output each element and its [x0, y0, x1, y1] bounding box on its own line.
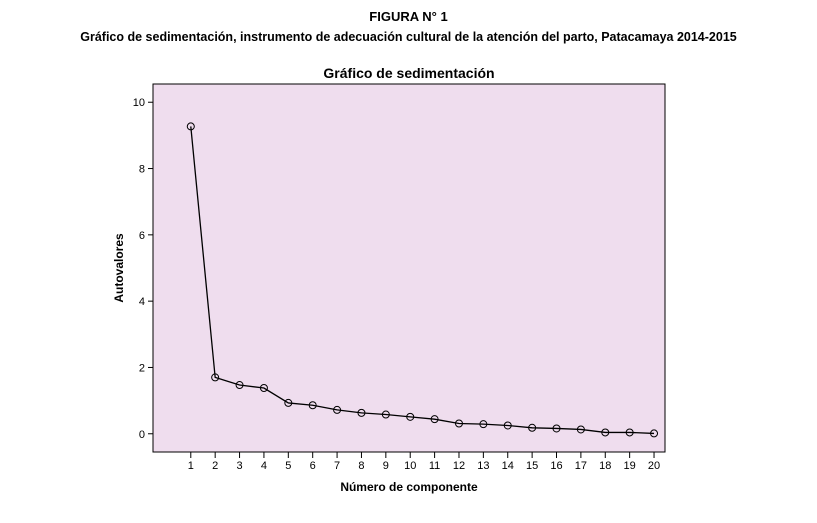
x-tick-label: 3	[236, 460, 242, 472]
y-tick-label: 0	[139, 429, 145, 441]
data-point	[601, 428, 610, 437]
data-point	[406, 412, 415, 421]
x-tick-label: 9	[383, 460, 389, 472]
data-point	[528, 423, 537, 432]
data-point	[308, 401, 317, 410]
x-tick-label: 10	[404, 460, 416, 472]
data-point	[625, 428, 634, 437]
x-tick-label: 17	[575, 460, 587, 472]
chart-title: Gráfico de sedimentación	[323, 65, 494, 81]
data-point	[235, 381, 244, 390]
plot-area	[152, 83, 666, 453]
x-tick-label: 19	[624, 460, 636, 472]
data-point	[186, 122, 195, 131]
data-point	[259, 384, 268, 393]
data-point	[552, 424, 561, 433]
data-point	[479, 420, 488, 429]
y-tick-label: 2	[139, 362, 145, 374]
x-tick-label: 2	[212, 460, 218, 472]
x-tick-label: 12	[453, 460, 465, 472]
x-tick-label: 1	[188, 460, 194, 472]
data-point	[454, 419, 463, 428]
x-tick-label: 4	[261, 460, 267, 472]
x-tick-label: 13	[477, 460, 489, 472]
x-tick-label: 16	[550, 460, 562, 472]
data-point	[430, 415, 439, 424]
x-tick-label: 6	[310, 460, 316, 472]
data-point	[381, 410, 390, 419]
y-tick-label: 6	[139, 230, 145, 242]
x-axis-label: Número de componente	[340, 480, 478, 494]
y-tick-label: 8	[139, 164, 145, 176]
data-point	[650, 429, 659, 438]
figure-label: FIGURA N° 1	[369, 9, 448, 24]
x-tick-label: 7	[334, 460, 340, 472]
x-tick-label: 14	[502, 460, 514, 472]
y-tick-label: 4	[139, 296, 145, 308]
data-point	[503, 421, 512, 430]
x-tick-label: 18	[599, 460, 611, 472]
series-line	[190, 126, 655, 435]
x-tick-label: 20	[648, 460, 660, 472]
x-tick-label: 5	[285, 460, 291, 472]
data-point	[211, 373, 220, 382]
x-tick-label: 11	[429, 460, 440, 472]
data-point	[333, 405, 342, 414]
data-point	[576, 425, 585, 434]
x-tick-label: 8	[358, 460, 364, 472]
data-point	[357, 408, 366, 417]
x-tick-label: 15	[526, 460, 538, 472]
figure-caption: Gráfico de sedimentación, instrumento de…	[80, 30, 737, 44]
data-point	[284, 398, 293, 407]
y-tick-label: 10	[133, 97, 145, 109]
y-axis-label: Autovalores	[112, 233, 126, 303]
